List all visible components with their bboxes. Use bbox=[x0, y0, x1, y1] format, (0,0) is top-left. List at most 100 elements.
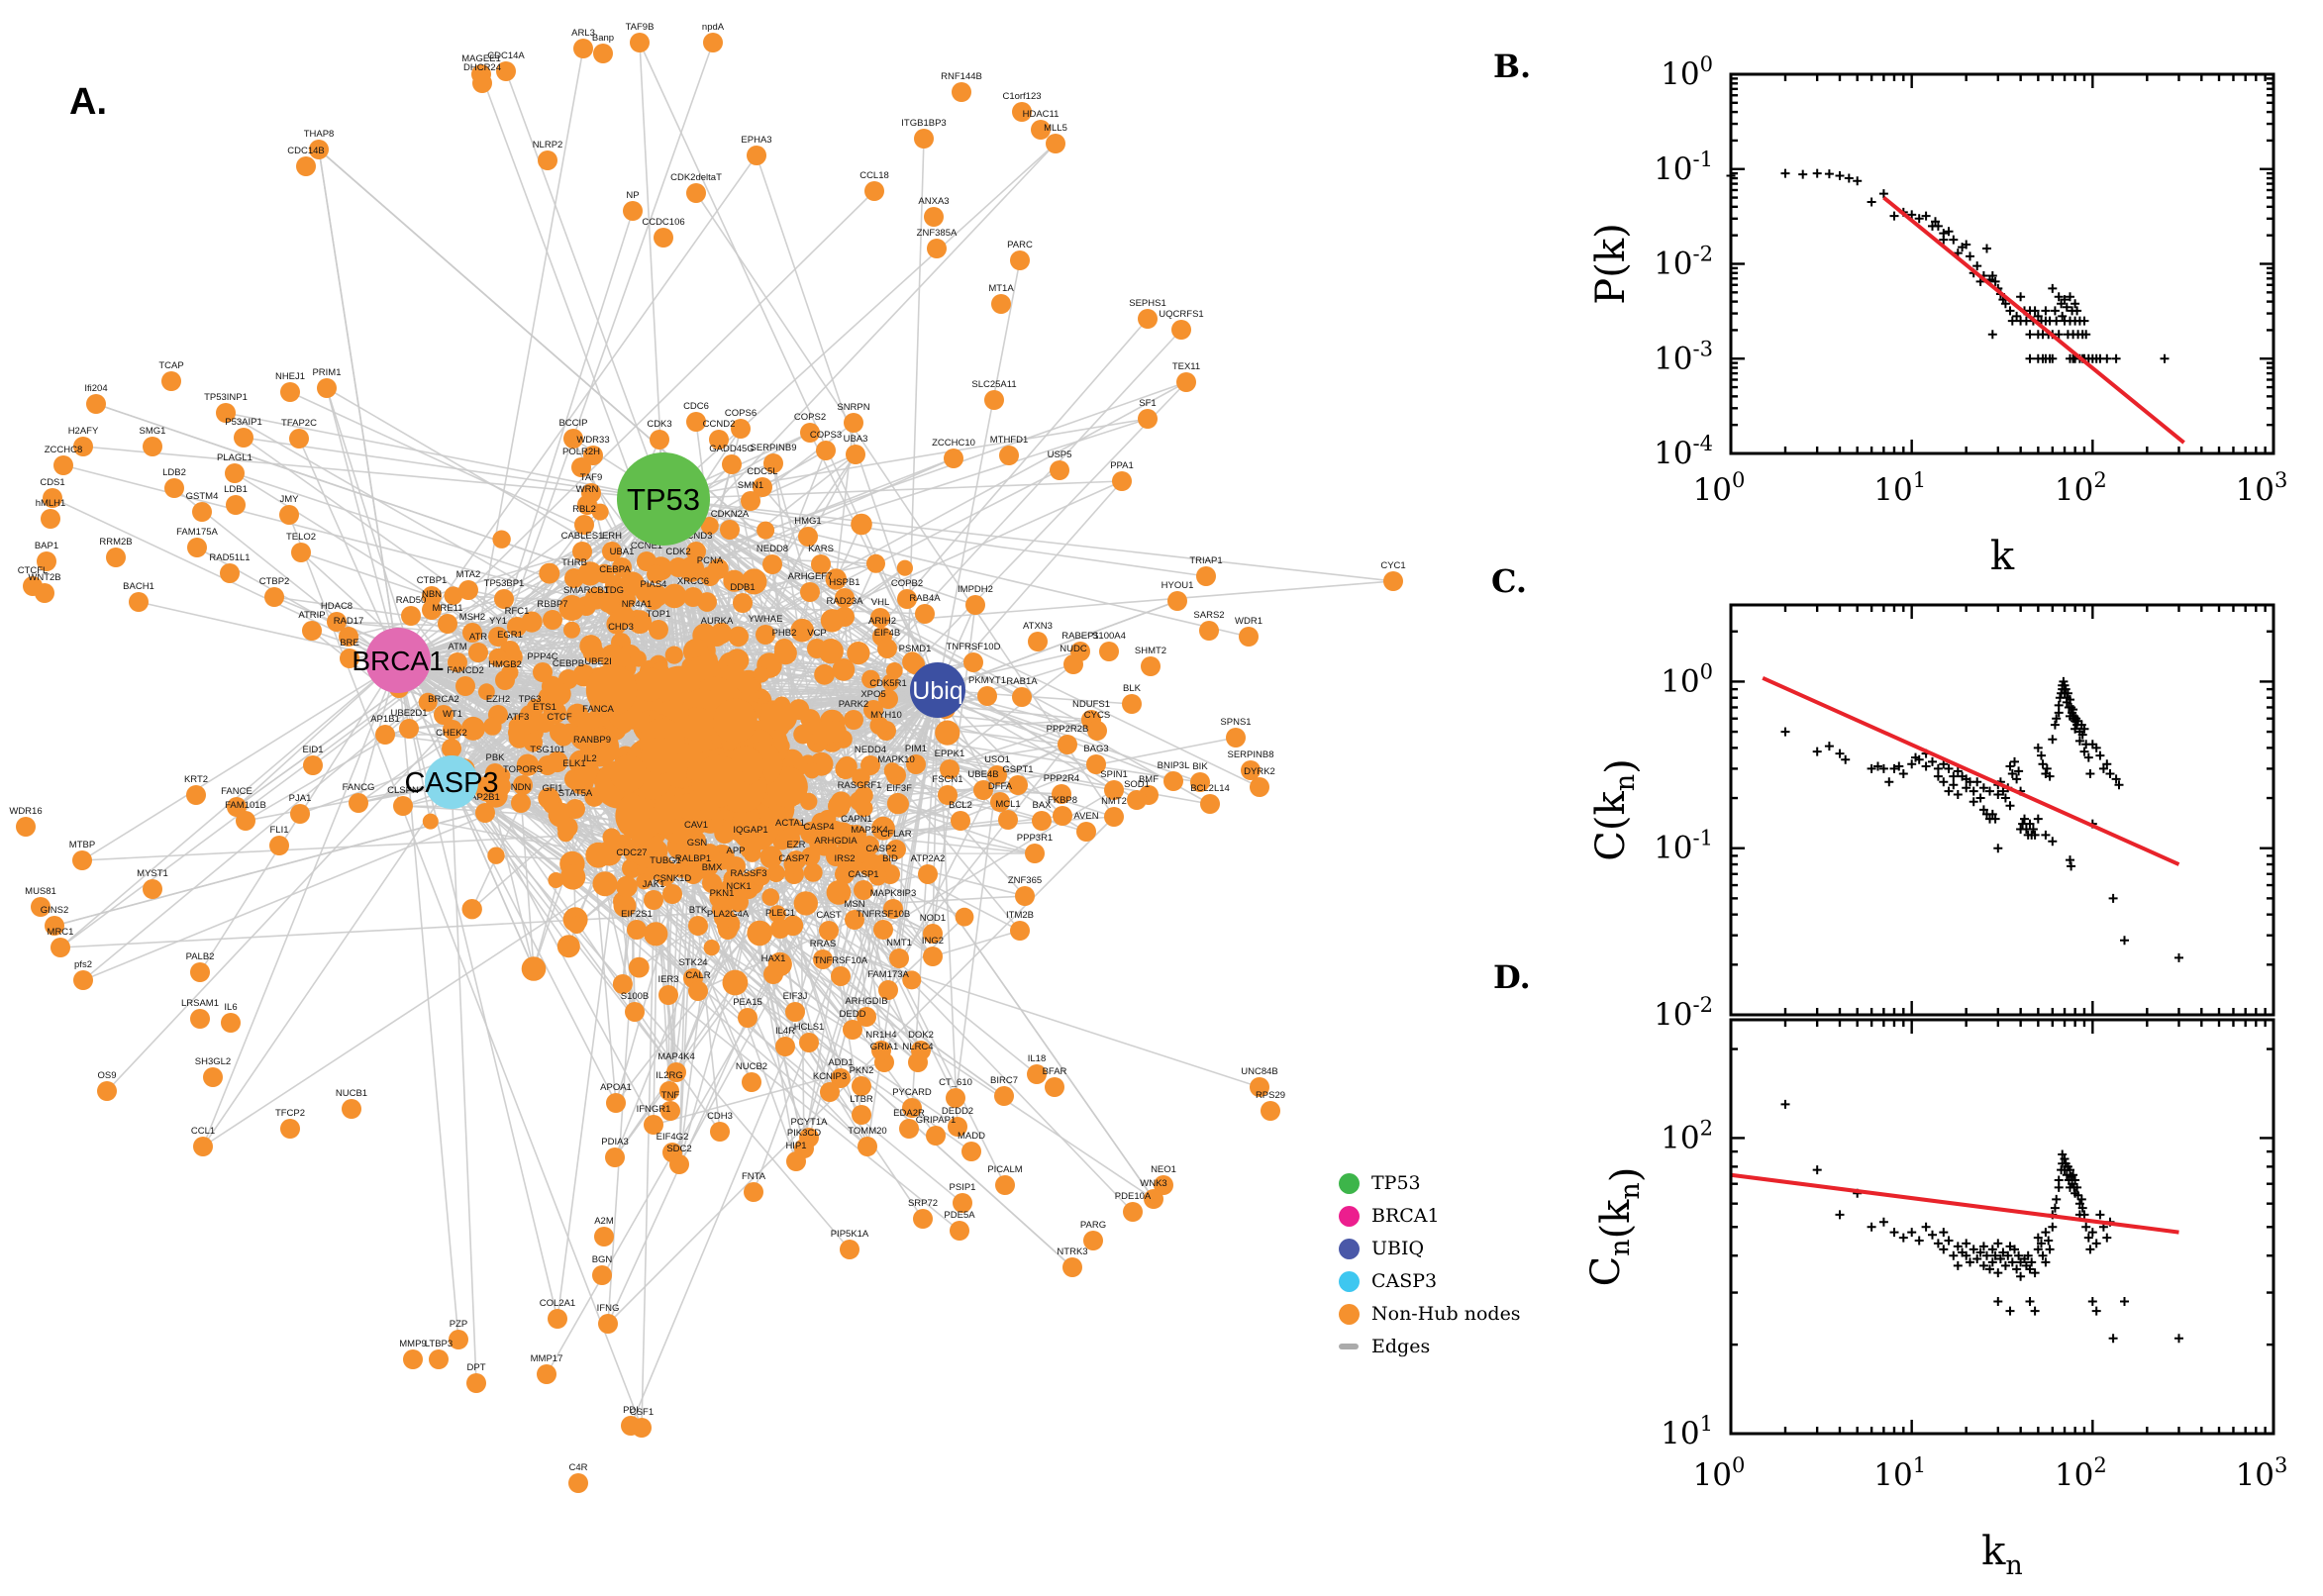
network-node bbox=[216, 403, 236, 423]
network-node bbox=[1010, 250, 1030, 270]
legend-label: TP53 bbox=[1371, 1172, 1421, 1194]
network-node bbox=[710, 1122, 730, 1142]
data-point bbox=[2000, 793, 2010, 803]
network-node bbox=[556, 935, 580, 958]
node-label: EIF4G2 bbox=[656, 1132, 689, 1143]
node-label: BCCIP bbox=[558, 418, 587, 429]
data-point bbox=[1939, 235, 1949, 245]
data-point bbox=[2012, 774, 2022, 784]
node-label: PKMYT1 bbox=[968, 675, 1006, 686]
node-label: FAM173A bbox=[867, 969, 909, 980]
data-point bbox=[1985, 1264, 1994, 1274]
network-node bbox=[1046, 134, 1065, 153]
data-point bbox=[2044, 1236, 2054, 1246]
network-node bbox=[1025, 844, 1045, 863]
network-node bbox=[720, 520, 740, 540]
data-point bbox=[2111, 774, 2121, 784]
network-node bbox=[475, 803, 495, 823]
data-point bbox=[1907, 1228, 1917, 1238]
data-point bbox=[1987, 809, 1997, 819]
panel-d-label: D. bbox=[1493, 958, 1531, 996]
node-label: Banp bbox=[592, 33, 614, 44]
network-node bbox=[763, 453, 783, 473]
network-node bbox=[1076, 822, 1096, 842]
network-node bbox=[955, 907, 974, 927]
data-point bbox=[1975, 1247, 1985, 1257]
data-point bbox=[2083, 1233, 2093, 1243]
node-label: BIRC7 bbox=[990, 1075, 1018, 1086]
data-point bbox=[2048, 837, 2058, 847]
node-label: IL6 bbox=[224, 1002, 237, 1013]
network-edge bbox=[82, 446, 664, 500]
network-node bbox=[757, 521, 775, 540]
network-node bbox=[317, 378, 337, 398]
data-point bbox=[2007, 316, 2017, 326]
network-node bbox=[591, 503, 609, 521]
tp53-dot-icon bbox=[1339, 1172, 1360, 1194]
node-label: STAT5A bbox=[558, 788, 593, 799]
tick-label: 103 bbox=[2236, 1453, 2288, 1493]
data-point bbox=[1824, 169, 1834, 179]
data-point bbox=[1944, 763, 1954, 773]
network-node bbox=[814, 663, 835, 685]
network-node bbox=[938, 785, 958, 805]
network-node bbox=[756, 625, 775, 645]
network-node bbox=[1171, 320, 1191, 340]
network-node bbox=[1028, 632, 1048, 651]
network-node bbox=[31, 897, 50, 917]
data-point bbox=[1993, 1239, 2003, 1248]
network-node bbox=[612, 557, 632, 577]
node-label: NLRP2 bbox=[533, 140, 563, 150]
data-point bbox=[2010, 756, 2019, 766]
data-point bbox=[1990, 276, 2000, 286]
data-point bbox=[2067, 861, 2076, 871]
network-node bbox=[487, 847, 505, 864]
network-node bbox=[1099, 642, 1119, 661]
data-point bbox=[2014, 766, 2024, 776]
tick-label: 102 bbox=[2055, 468, 2107, 508]
data-point bbox=[2066, 1165, 2074, 1175]
data-point bbox=[1978, 1260, 1988, 1270]
hubs-layer: TP53 BRCA1 Ubiq CASP3 bbox=[352, 452, 965, 809]
network-node bbox=[568, 769, 594, 795]
data-point bbox=[1878, 763, 1888, 773]
network-edge bbox=[300, 551, 433, 597]
network-node bbox=[782, 915, 804, 937]
network-node bbox=[438, 614, 457, 634]
network-node bbox=[886, 792, 909, 815]
legend-item-nonhub: Non-Hub nodes bbox=[1339, 1303, 1521, 1325]
data-point bbox=[2098, 763, 2108, 773]
node-label: TOMM20 bbox=[848, 1126, 886, 1137]
node-label: ATP2A2 bbox=[911, 853, 946, 864]
network-node bbox=[935, 720, 960, 746]
data-point bbox=[1798, 169, 1808, 179]
data-point bbox=[2054, 292, 2064, 302]
node-label: ATR bbox=[469, 632, 487, 643]
network-node bbox=[878, 689, 898, 709]
node-label: CDH3 bbox=[707, 1111, 733, 1122]
data-point bbox=[2076, 1194, 2086, 1204]
node-label: CALR bbox=[685, 970, 710, 981]
network-node bbox=[1063, 654, 1083, 674]
data-point bbox=[1939, 1228, 1949, 1238]
node-label: CFLAR bbox=[880, 829, 911, 840]
network-node bbox=[1190, 772, 1210, 792]
network-node bbox=[899, 1119, 919, 1139]
node-label: EIF2S1 bbox=[621, 909, 653, 920]
network-node bbox=[953, 1193, 972, 1213]
network-node bbox=[636, 873, 653, 890]
network-edge bbox=[318, 149, 939, 691]
data-point bbox=[1928, 1230, 1937, 1240]
node-label: PARK2 bbox=[839, 699, 868, 710]
data-point bbox=[2042, 763, 2052, 773]
node-label: COPS3 bbox=[810, 430, 842, 441]
node-label: CTBP2 bbox=[259, 576, 290, 587]
data-point bbox=[2005, 306, 2015, 316]
node-label: DPT bbox=[467, 1362, 486, 1373]
network-node bbox=[713, 698, 758, 744]
data-point bbox=[2060, 295, 2070, 305]
network-node bbox=[870, 608, 890, 628]
network-node bbox=[871, 816, 895, 841]
data-point bbox=[2030, 830, 2040, 840]
